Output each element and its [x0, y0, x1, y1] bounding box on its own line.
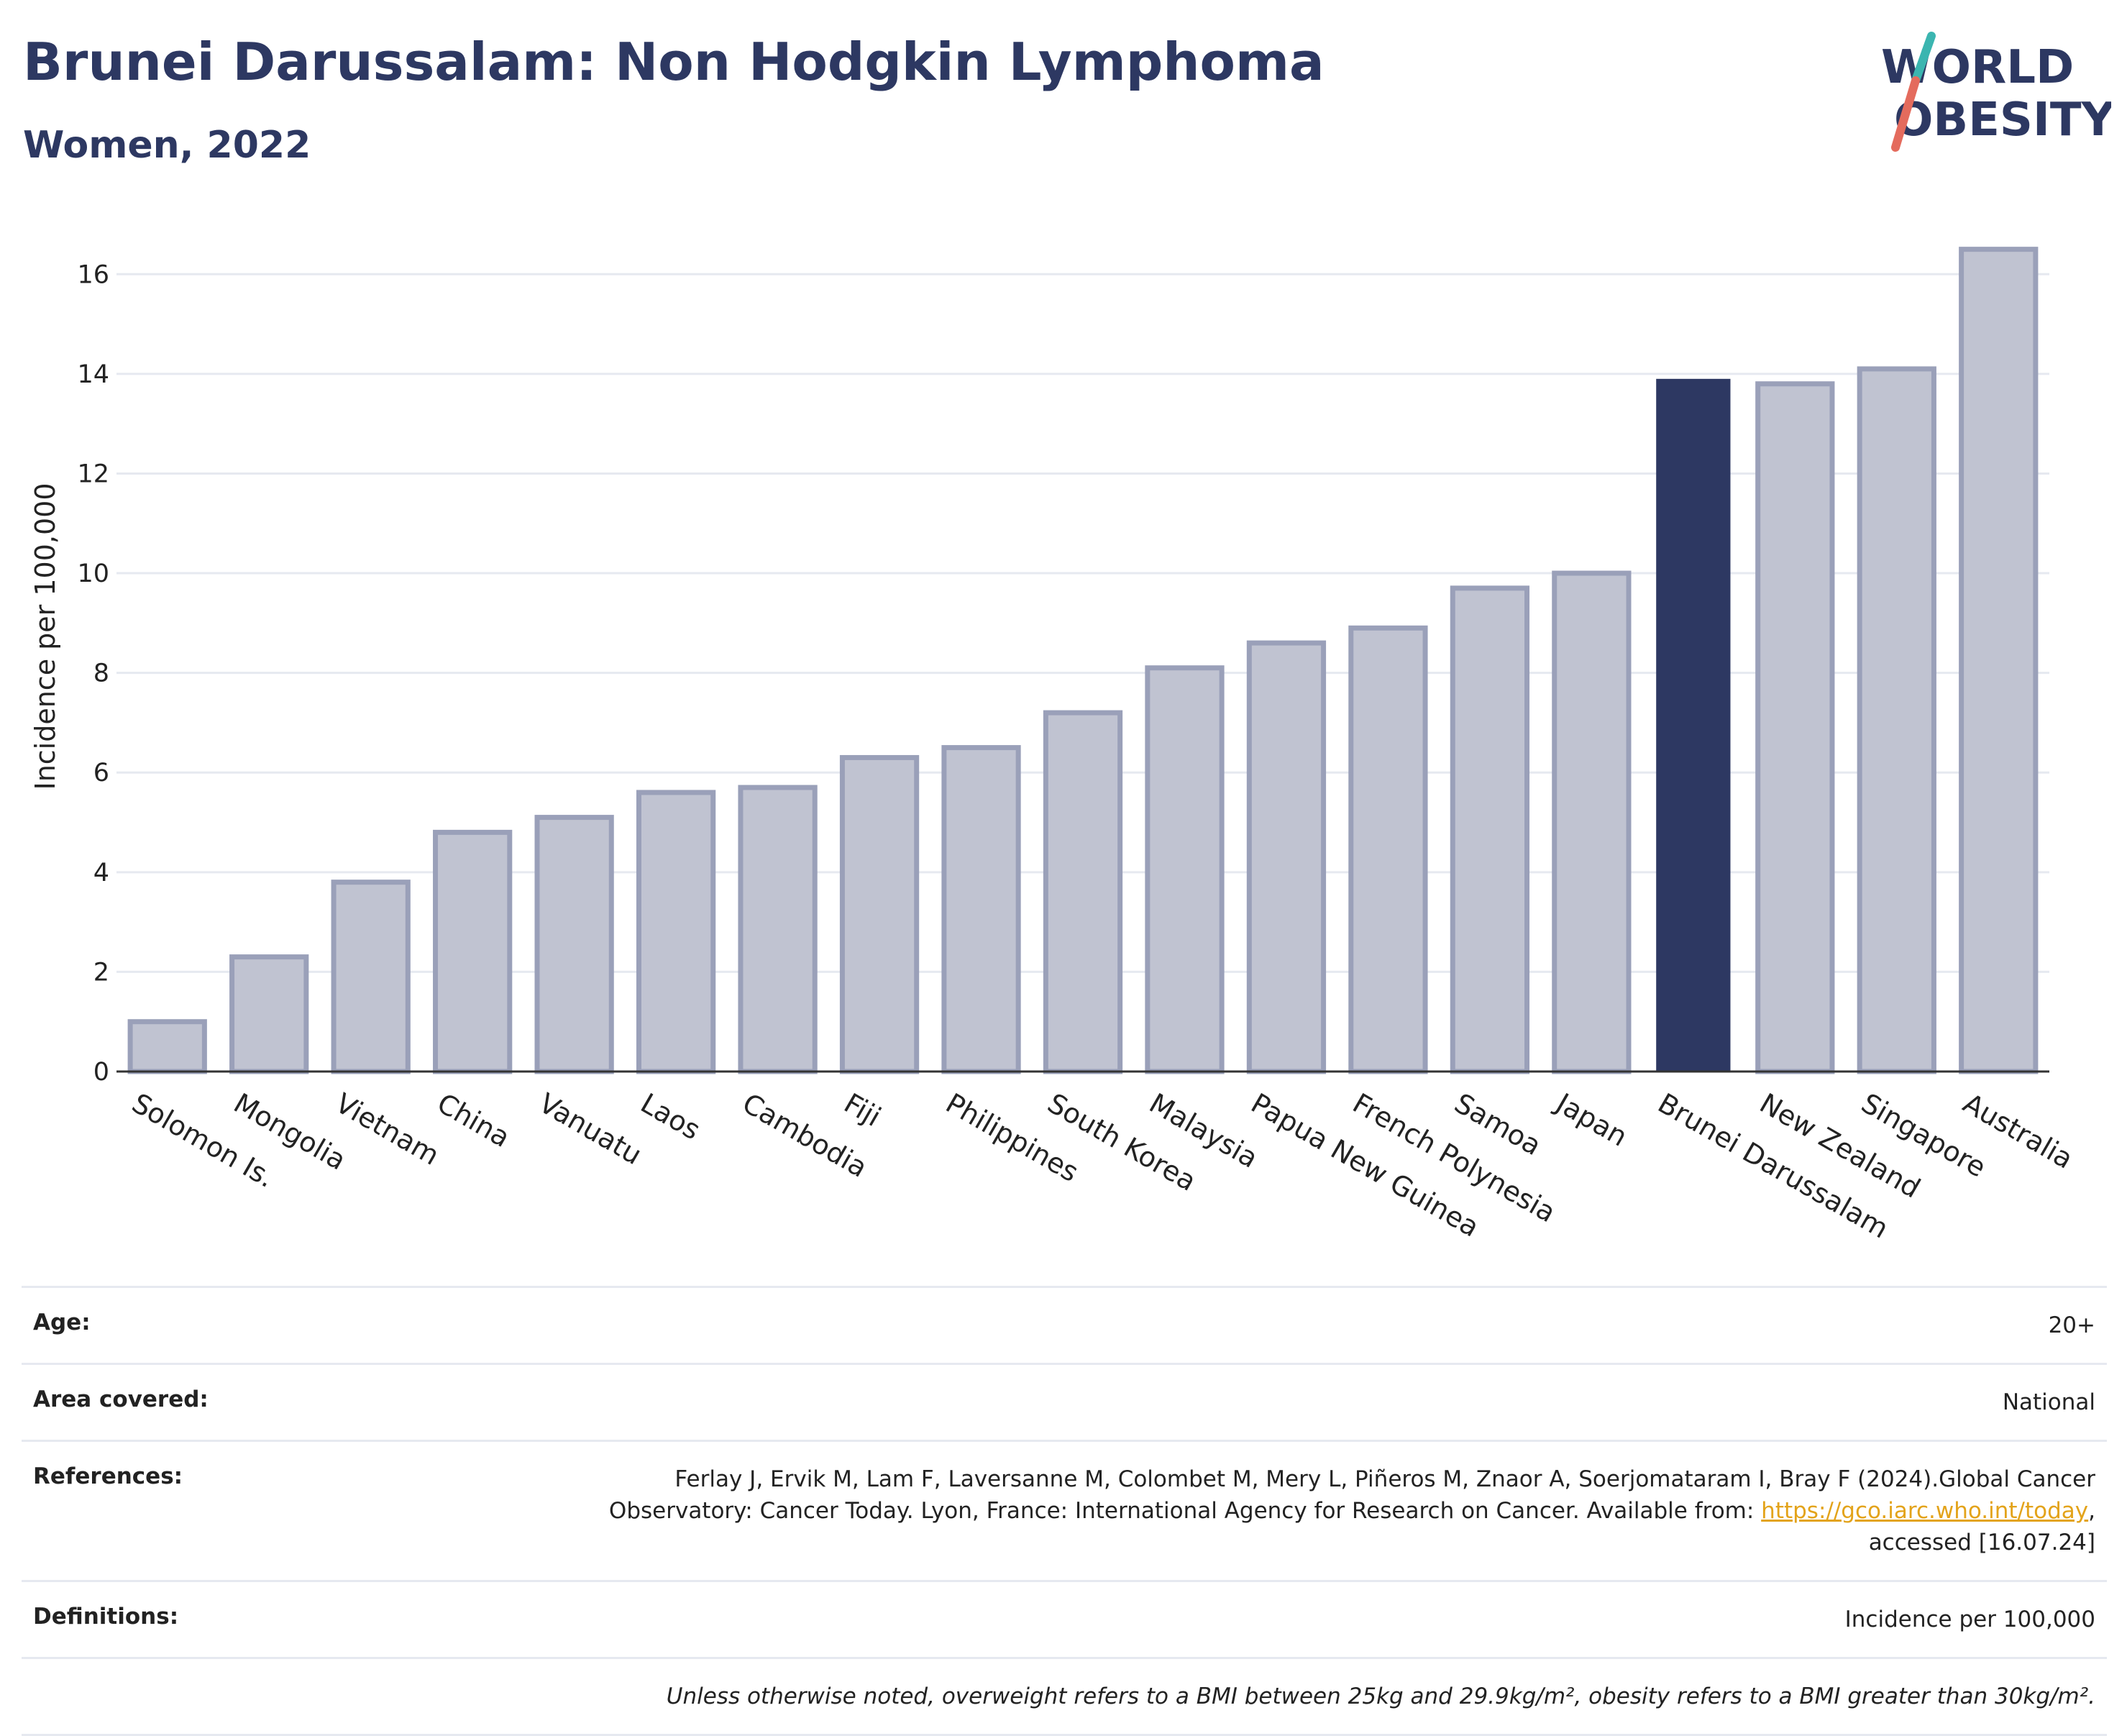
bar-new-zealand [1755, 381, 1835, 1074]
y-tick-label: 4 [93, 859, 109, 887]
world-obesity-logo: WORLD OBESITY [1881, 32, 2111, 152]
bar-australia [1959, 247, 2039, 1074]
references-value: Ferlay J, Ervik M, Lam F, Laversanne M, … [609, 1463, 2095, 1558]
info-row-references: References: Ferlay J, Ervik M, Lam F, La… [22, 1440, 2107, 1580]
y-tick-label: 10 [77, 559, 109, 588]
bar-vanuatu [534, 815, 614, 1074]
bar-south-korea [1043, 710, 1123, 1074]
page-title: Brunei Darussalam: Non Hodgkin Lymphoma [23, 32, 1325, 92]
y-axis-label: Incidence per 100,000 [29, 483, 61, 790]
reference-line-1: Ferlay J, Ervik M, Lam F, Laversanne M, … [674, 1466, 2095, 1492]
info-table: Age: 20+ Area covered: National Referenc… [22, 1286, 2107, 1736]
x-tick-label: Vietnam [330, 1087, 444, 1171]
bar-philippines [941, 745, 1021, 1074]
bar-mongolia [229, 954, 309, 1074]
area-value: National [2002, 1389, 2095, 1415]
bar-solomon-is [127, 1019, 207, 1074]
bar-malaysia [1145, 665, 1225, 1074]
y-tick-label: 16 [77, 260, 109, 289]
bar-china [433, 829, 513, 1074]
bar-french-polynesia [1348, 625, 1428, 1074]
bar-cambodia [738, 785, 818, 1074]
bar-samoa [1450, 585, 1530, 1074]
reference-link[interactable]: https://gco.iarc.who.int/today [1761, 1498, 2089, 1524]
x-tick-label: Japan [1550, 1087, 1633, 1153]
y-tick-label: 14 [77, 360, 109, 389]
reference-comma: , [2088, 1498, 2095, 1524]
bar-brunei-darussalam [1656, 378, 1731, 1072]
age-value: 20+ [2048, 1312, 2095, 1338]
definitions-value: Incidence per 100,000 [1844, 1607, 2095, 1632]
bar-laos [636, 790, 716, 1074]
y-tick-label: 8 [93, 659, 109, 688]
reference-line-3: accessed [16.07.24] [1868, 1530, 2095, 1555]
y-tick-label: 12 [77, 460, 109, 488]
bar-papua-new-guinea [1246, 640, 1327, 1074]
definitions-label: Definitions: [33, 1604, 179, 1630]
info-row-definitions: Definitions: Incidence per 100,000 [22, 1580, 2107, 1657]
y-tick-label: 2 [93, 958, 109, 987]
info-row-age: Age: 20+ [22, 1286, 2107, 1363]
info-row-area: Area covered: National [22, 1363, 2107, 1440]
bar-japan [1552, 570, 1632, 1074]
x-tick-label: Vanuatu [534, 1087, 647, 1171]
area-label: Area covered: [33, 1386, 209, 1412]
bar-singapore [1857, 366, 1936, 1074]
y-tick-label: 0 [93, 1058, 109, 1087]
bars [127, 247, 2039, 1074]
references-label: References: [33, 1463, 183, 1489]
x-tick-label: Laos [636, 1087, 706, 1146]
age-label: Age: [33, 1310, 91, 1335]
bar-fiji [839, 754, 920, 1074]
reference-line-2: Observatory: Cancer Today. Lyon, France:… [608, 1498, 1755, 1524]
page-subtitle: Women, 2022 [23, 124, 311, 167]
x-tick-label: Fiji [839, 1087, 887, 1133]
logo-line2: OBESITY [1894, 93, 2111, 147]
bar-vietnam [331, 880, 411, 1074]
bmi-note: Unless otherwise noted, overweight refer… [666, 1684, 2095, 1709]
y-tick-label: 6 [93, 759, 109, 787]
info-row-note: Unless otherwise noted, overweight refer… [22, 1657, 2107, 1736]
